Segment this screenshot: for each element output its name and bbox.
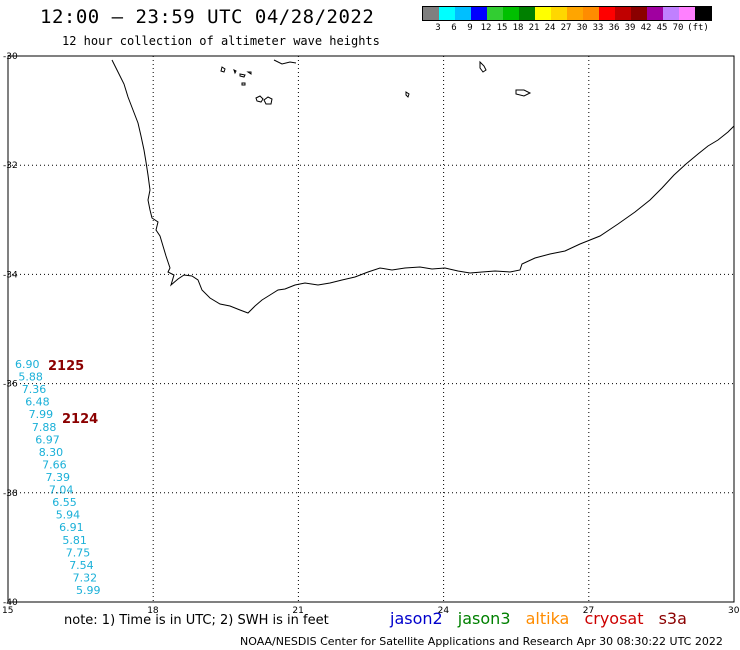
- lat-tick-label: -32: [3, 161, 18, 171]
- legend-swatch: [519, 7, 535, 20]
- swh-value: 5.88: [18, 371, 43, 384]
- legend-label: 15: [496, 23, 508, 33]
- lon-tick-label: 30: [728, 606, 740, 616]
- swh-value: 6.48: [25, 396, 50, 409]
- lon-tick-label: 21: [292, 606, 303, 616]
- legend-swatch: [423, 7, 439, 20]
- swh-value: 7.32: [73, 571, 98, 584]
- swh-value: 6.55: [52, 496, 77, 509]
- lat-tick-label: -38: [3, 489, 18, 499]
- swh-value: 7.66: [42, 458, 67, 471]
- legend-label: 36: [608, 23, 620, 33]
- satellite-jason2: jason2: [390, 609, 443, 628]
- gridlines: [8, 56, 734, 602]
- satellite-legend: jason2 jason3 altika cryosat s3a: [390, 609, 697, 628]
- legend-swatch: [503, 7, 519, 20]
- legend-swatch: [599, 7, 615, 20]
- swh-value: 6.90: [15, 358, 40, 371]
- swh-value: 7.99: [29, 408, 53, 421]
- legend-swatch: [439, 7, 455, 20]
- legend-label: 18: [512, 23, 524, 33]
- page-title: 12:00 – 23:59 UTC 04/28/2022: [40, 6, 375, 28]
- pass-label-2124: 2124: [62, 412, 98, 427]
- lon-tick-label: 18: [147, 606, 159, 616]
- satellite-jason3: jason3: [457, 609, 511, 628]
- legend-label: 33: [592, 23, 604, 33]
- legend-label: 21: [528, 23, 540, 33]
- credit-line: NOAA/NESDIS Center for Satellite Applica…: [240, 635, 723, 648]
- swh-value: 5.81: [62, 534, 87, 547]
- legend-swatch: [695, 7, 711, 20]
- legend-swatch: [455, 7, 471, 20]
- legend-label: 45: [656, 23, 668, 33]
- swh-value: 5.94: [56, 509, 80, 522]
- lon-tick-label: 15: [2, 606, 13, 616]
- legend-swatch: [535, 7, 551, 20]
- tick-labels: 15 18 21 24 27 30-30-32-34-36-38-40: [2, 52, 740, 616]
- legend-swatch: [615, 7, 631, 20]
- swh-value: 5.99: [76, 584, 101, 597]
- legend-swatch: [583, 7, 599, 20]
- lat-tick-label: -36: [3, 380, 18, 390]
- legend-swatch: [551, 7, 567, 20]
- legend-swatch: [679, 7, 695, 20]
- legend-swatch: [471, 7, 487, 20]
- legend-label: 42: [640, 23, 652, 33]
- legend-label: 70: [672, 23, 684, 33]
- swh-value: 7.39: [46, 471, 71, 484]
- swh-value: 7.75: [66, 546, 91, 559]
- swh-value: 6.97: [35, 433, 60, 446]
- legend-label: 12: [480, 23, 492, 33]
- lat-tick-label: -34: [3, 270, 18, 280]
- swh-value: 7.36: [22, 383, 47, 396]
- lon-tick-label: 27: [583, 606, 594, 616]
- legend-label: (ft): [687, 23, 709, 33]
- legend-labels: 3 6 9 12 15 18 21 24 27 30 33 36 39 42 45 70 (ft): [422, 21, 710, 35]
- satellite-altika: altika: [525, 609, 570, 628]
- legend-label: 9: [467, 23, 473, 33]
- pass-label-2125: 2125: [48, 359, 84, 374]
- color-legend: 3 6 9 12 15 18 21 24 27 30 33 36 39 42 45 70 (ft): [422, 6, 712, 35]
- plot-frame: [7, 55, 735, 603]
- legend-label: 3: [435, 23, 441, 33]
- lon-tick-label: 24: [438, 606, 450, 616]
- satellite-cryosat: cryosat: [584, 609, 644, 628]
- swh-value: 8.30: [39, 446, 64, 459]
- swh-value: 7.88: [32, 421, 57, 434]
- legend-swatch: [567, 7, 583, 20]
- lat-tick-label: -30: [3, 52, 18, 62]
- satellite-s3a: s3a: [658, 609, 687, 628]
- footer-note: note: 1) Time is in UTC; 2) SWH is in fe…: [64, 613, 329, 628]
- swh-value: 7.54: [69, 559, 94, 572]
- island-features: [220, 59, 532, 105]
- swh-track: 6.905.887.366.487.997.886.978.307.667.39…: [15, 358, 101, 597]
- coastline: [111, 59, 735, 314]
- legend-swatch: [487, 7, 503, 20]
- swh-value: 7.04: [49, 484, 74, 497]
- legend-label: 30: [576, 23, 588, 33]
- legend-label: 24: [544, 23, 556, 33]
- legend-swatch: [631, 7, 647, 20]
- legend-label: 6: [451, 23, 457, 33]
- page-subtitle: 12 hour collection of altimeter wave hei…: [62, 34, 380, 48]
- lat-tick-label: -40: [3, 598, 18, 608]
- legend-swatches: [422, 6, 712, 21]
- legend-label: 39: [624, 23, 636, 33]
- legend-swatch: [647, 7, 663, 20]
- legend-label: 27: [560, 23, 572, 33]
- legend-swatch: [663, 7, 679, 20]
- swh-value: 6.91: [59, 521, 84, 534]
